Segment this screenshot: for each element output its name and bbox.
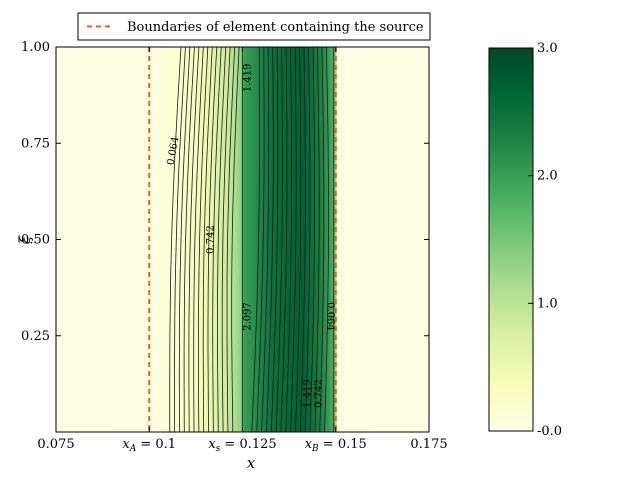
contour-line-left bbox=[174, 47, 186, 432]
contour-line-left bbox=[202, 47, 213, 432]
contour-line-right bbox=[314, 47, 320, 432]
colorbar-tick-label: -0.0 bbox=[537, 424, 562, 439]
legend-label: Boundaries of element containing the sou… bbox=[127, 20, 424, 35]
colorbar-fill bbox=[489, 48, 533, 431]
contour-line-right bbox=[275, 47, 283, 432]
contour-line-right bbox=[261, 47, 270, 432]
colorbar-tick-label: 3.0 bbox=[537, 41, 558, 56]
contour-line-right bbox=[324, 47, 329, 432]
contour-line-left bbox=[231, 47, 240, 432]
colorbar-ticks: 3.0 2.0 1.0 -0.0 bbox=[528, 41, 562, 439]
y-tick-label: 1.00 bbox=[21, 40, 50, 55]
colorbar-frame bbox=[488, 47, 534, 432]
contour-line-right bbox=[295, 47, 302, 432]
contour-line-left bbox=[212, 47, 222, 432]
contour-line-left bbox=[198, 47, 209, 432]
contour-lines bbox=[169, 47, 335, 432]
contour-line-right bbox=[309, 47, 315, 432]
colorbar: 3.0 2.0 1.0 -0.0 bbox=[488, 41, 562, 439]
y-tick-label: 0.50 bbox=[21, 233, 50, 248]
x-tick-label: 0.175 bbox=[410, 437, 447, 452]
contour-line-right bbox=[319, 47, 325, 432]
contour-label: 1.419 bbox=[243, 63, 254, 92]
contour-line-right bbox=[270, 47, 279, 432]
legend: Boundaries of element containing the sou… bbox=[77, 12, 431, 41]
contour-line-left bbox=[226, 47, 236, 432]
contour-line-left bbox=[193, 47, 204, 432]
legend-box bbox=[77, 12, 431, 41]
y-tick-label: 0.75 bbox=[21, 136, 50, 151]
contour-line-right bbox=[299, 47, 306, 432]
boundary-lines bbox=[148, 47, 337, 432]
colorbar-tick-label: 2.0 bbox=[537, 169, 558, 184]
x-tick-label: xA = 0.1 bbox=[122, 437, 176, 454]
contour-line-right bbox=[256, 47, 265, 432]
contour-line-left bbox=[221, 47, 231, 432]
contour-label: 0.742 bbox=[205, 225, 216, 254]
contour-label: 0.742 bbox=[313, 379, 324, 408]
contour-label: 2.097 bbox=[243, 302, 254, 331]
x-tick-label: xB = 0.15 bbox=[305, 437, 367, 454]
x-axis: 0.075 xA = 0.1 xs = 0.125 xB = 0.15 0.175 bbox=[37, 47, 448, 454]
contour-line-right bbox=[285, 47, 292, 432]
contour-line-left bbox=[207, 47, 218, 432]
contour-line-left bbox=[178, 47, 191, 432]
contour-line-left bbox=[188, 47, 200, 432]
contour-label: 1.419 bbox=[302, 379, 313, 408]
contour-line-right bbox=[251, 47, 260, 432]
x-axis-title: x bbox=[247, 454, 256, 472]
y-axis-title: ξ bbox=[16, 235, 34, 244]
contour-line-left bbox=[169, 47, 182, 432]
contour-line-right bbox=[290, 47, 297, 432]
y-axis: 0.25 0.50 0.75 1.00 bbox=[21, 40, 429, 344]
contour-label: 0.064 bbox=[166, 136, 182, 166]
y-tick-label: 0.25 bbox=[21, 329, 50, 344]
contour-line-right bbox=[280, 47, 288, 432]
contour-line-right bbox=[266, 47, 274, 432]
x-tick-label: xs = 0.125 bbox=[208, 437, 276, 454]
contour-line-left bbox=[183, 47, 195, 432]
contour-line-left bbox=[217, 47, 227, 432]
colorbar-tick-label: 1.0 bbox=[537, 296, 558, 311]
x-tick-label: 0.075 bbox=[37, 437, 74, 452]
contour-label: 0.064 bbox=[325, 302, 336, 331]
contour-line-right bbox=[304, 47, 311, 432]
